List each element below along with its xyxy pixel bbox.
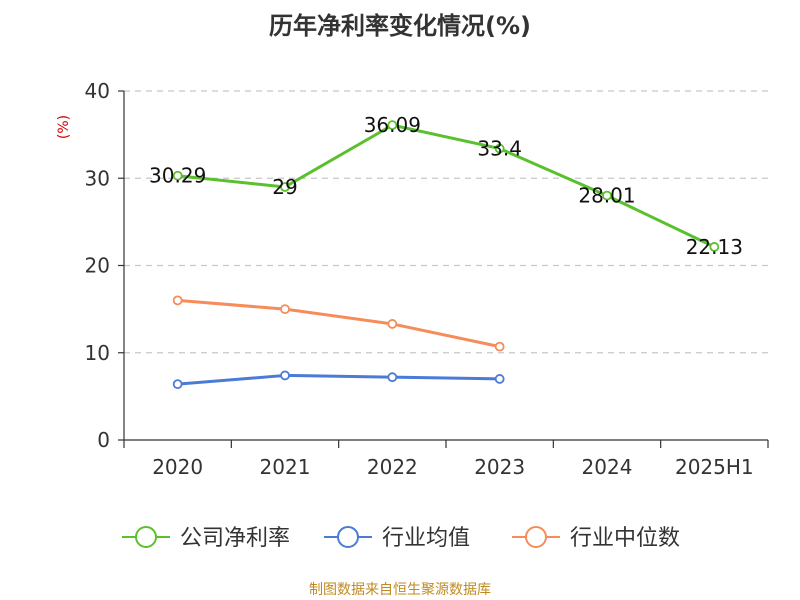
series-line — [177, 123, 715, 249]
y-axis-unit: (%) — [56, 115, 72, 139]
y-tick-label: 10 — [85, 341, 110, 365]
data-point — [602, 190, 612, 201]
data-point — [280, 370, 290, 381]
x-tick-label: 2023 — [474, 455, 525, 479]
data-point — [494, 143, 505, 154]
data-point — [387, 120, 398, 131]
y-tick-label: 20 — [85, 254, 110, 278]
data-point — [172, 170, 183, 181]
data-label: 36.09 — [364, 113, 421, 137]
source-footer: 制图数据来自恒生聚源数据库 — [309, 582, 491, 598]
grid-lines — [124, 90, 768, 354]
legend-marker — [135, 526, 157, 548]
data-point — [494, 374, 505, 384]
data-point — [172, 379, 183, 390]
legend-label: 行业中位数 — [570, 526, 680, 551]
data-point — [494, 341, 505, 352]
data-point — [387, 319, 398, 329]
data-label: 28.01 — [578, 184, 635, 208]
data-label: 29 — [272, 175, 297, 199]
data-point — [387, 372, 398, 383]
y-tick-label: 40 — [85, 79, 110, 103]
data-label: 22.13 — [686, 235, 743, 259]
x-tick-label: 2024 — [582, 455, 633, 479]
series-line — [177, 298, 500, 349]
data-label: 33.4 — [477, 137, 522, 161]
x-tick-label: 2025H1 — [675, 455, 754, 479]
legend-label: 行业均值 — [382, 526, 470, 551]
data-labels: 30.29 29 36.09 33.4 28.01 22.13 — [149, 113, 743, 259]
series-line — [177, 373, 500, 386]
data-label: 30.29 — [149, 164, 206, 188]
legend: 公司净利率 行业均值 行业中位数 — [122, 526, 680, 551]
y-tick-label: 30 — [85, 166, 110, 190]
legend-marker — [337, 526, 359, 548]
series-lines — [172, 120, 720, 390]
legend-marker — [525, 526, 547, 548]
data-point — [280, 182, 290, 192]
x-tick-label: 2021 — [260, 455, 311, 479]
x-tick-label: 2020 — [152, 455, 203, 479]
data-point — [280, 304, 290, 315]
axes: 0 10 20 30 40 2020 2021 2022 2023 2024 2025H1 — [85, 79, 769, 479]
y-tick-label: 0 — [97, 428, 110, 452]
legend-label: 公司净利率 — [180, 526, 290, 551]
x-tick-label: 2022 — [367, 455, 418, 479]
data-point — [172, 295, 183, 306]
chart-title: 历年净利率变化情况(%) — [269, 12, 531, 40]
data-point — [709, 242, 720, 252]
